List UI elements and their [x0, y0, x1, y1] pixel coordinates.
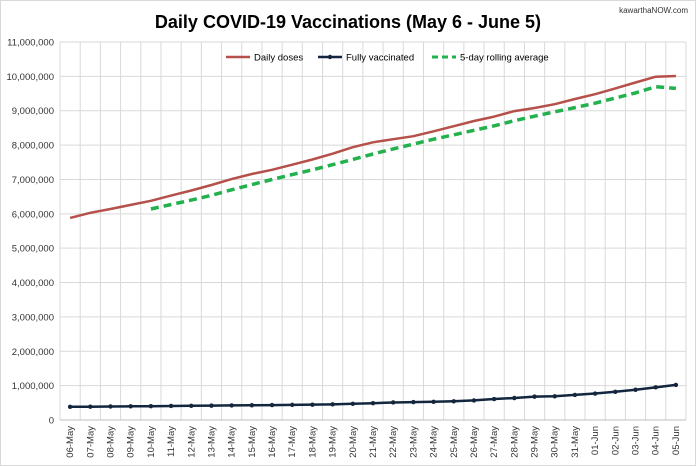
y-tick-label: 5,000,000 — [12, 244, 54, 255]
data-point-1 — [88, 404, 93, 409]
x-tick-label: 29-May — [530, 426, 541, 458]
x-tick-label: 11-May — [166, 426, 177, 457]
data-point-1 — [108, 404, 113, 409]
x-tick-label: 24-May — [429, 426, 440, 458]
y-tick-label: 4,000,000 — [12, 278, 54, 289]
axes: 0 1,000,000 2,000,000 3,000,000 4,000,000 5,0… — [6, 38, 686, 458]
x-tick-label: 15-May — [247, 426, 258, 458]
data-point-1 — [290, 402, 295, 408]
x-tick-label: 04-Jun — [651, 426, 662, 455]
data-point-1 — [148, 403, 154, 409]
y-tick-label: 11,000,000 — [7, 38, 54, 49]
series-line-2 — [150, 84, 677, 211]
y-tick-label: 2,000,000 — [12, 347, 54, 358]
x-tick-label: 08-May — [105, 426, 116, 458]
x-tick-label: 21-May — [368, 426, 379, 458]
chart-title: Daily COVID-19 Vaccinations (May 6 - Jun… — [154, 12, 542, 32]
x-tick-label: 31-May — [570, 426, 581, 458]
data-point-1 — [330, 402, 335, 407]
data-point-1 — [411, 399, 416, 405]
data-point-1 — [613, 389, 618, 395]
data-point-1 — [653, 385, 658, 390]
x-tick-label: 09-May — [126, 426, 137, 458]
x-tick-label: 22-May — [388, 426, 399, 458]
y-tick-label: 0 — [49, 416, 54, 427]
x-tick-label: 20-May — [348, 426, 359, 458]
data-point-1 — [390, 400, 396, 405]
data-point-1 — [310, 402, 315, 407]
y-tick-label: 8,000,000 — [12, 141, 54, 152]
data-point-1 — [128, 404, 133, 409]
legend-marker-1 — [327, 54, 333, 60]
x-tick-label: 30-May — [550, 426, 561, 458]
y-tick-label: 10,000,000 — [6, 72, 54, 83]
watermark-logo: kawarthaNOW.com — [619, 6, 688, 15]
data-point-1 — [552, 394, 557, 399]
data-point-1 — [67, 404, 73, 410]
data-point-1 — [431, 399, 436, 404]
data-point-1 — [451, 399, 456, 404]
data-point-1 — [633, 387, 638, 392]
x-tick-label: 02-Jun — [610, 426, 621, 455]
data-point-1 — [471, 398, 477, 403]
y-tick-label: 3,000,000 — [12, 312, 54, 323]
legend-label-0: Daily doses — [254, 53, 303, 64]
data-point-1 — [249, 403, 255, 408]
data-point-1 — [512, 395, 517, 401]
x-tick-label: 19-May — [328, 426, 339, 458]
x-tick-label: 25-May — [449, 426, 460, 458]
x-tick-label: 16-May — [267, 426, 278, 458]
data-point-1 — [168, 403, 174, 409]
x-tick-label: 06-May — [65, 426, 76, 458]
data-point-1 — [532, 394, 537, 399]
x-tick-label: 07-May — [85, 426, 96, 458]
data-point-1 — [350, 401, 356, 407]
x-tick-label: 01-Jun — [590, 426, 601, 455]
series-lines — [67, 74, 679, 410]
x-tick-label: 27-May — [489, 426, 500, 458]
data-point-1 — [269, 402, 275, 408]
x-tick-label: 13-May — [206, 426, 217, 458]
series-line-0 — [69, 74, 676, 220]
x-tick-label: 03-Jun — [631, 426, 642, 455]
x-tick-label: 18-May — [307, 426, 318, 458]
grid-lines — [59, 41, 687, 421]
data-point-1 — [209, 403, 214, 408]
x-tick-label: 05-Jun — [671, 426, 682, 455]
data-point-1 — [370, 400, 376, 406]
y-tick-label: 6,000,000 — [12, 209, 54, 220]
y-tick-label: 9,000,000 — [12, 106, 54, 117]
data-point-1 — [189, 403, 194, 409]
x-tick-label: 28-May — [509, 426, 520, 458]
data-point-1 — [572, 392, 578, 398]
x-tick-label: 17-May — [287, 426, 298, 458]
legend-label-1: Fully vaccinated — [346, 53, 414, 64]
legend: Daily doses Fully vaccinated 5-day rolling… — [226, 53, 549, 64]
data-point-1 — [592, 391, 598, 396]
x-tick-label: 14-May — [227, 426, 238, 458]
data-point-1 — [491, 396, 497, 402]
legend-label-2: 5-day rolling average — [460, 53, 549, 64]
data-point-1 — [229, 403, 234, 408]
x-tick-label: 26-May — [469, 426, 480, 458]
x-tick-label: 10-May — [146, 426, 157, 458]
y-tick-label: 1,000,000 — [12, 381, 54, 392]
data-point-1 — [673, 382, 679, 388]
x-tick-label: 23-May — [408, 426, 419, 458]
y-tick-label: 7,000,000 — [12, 175, 54, 186]
x-tick-label: 12-May — [186, 426, 197, 458]
